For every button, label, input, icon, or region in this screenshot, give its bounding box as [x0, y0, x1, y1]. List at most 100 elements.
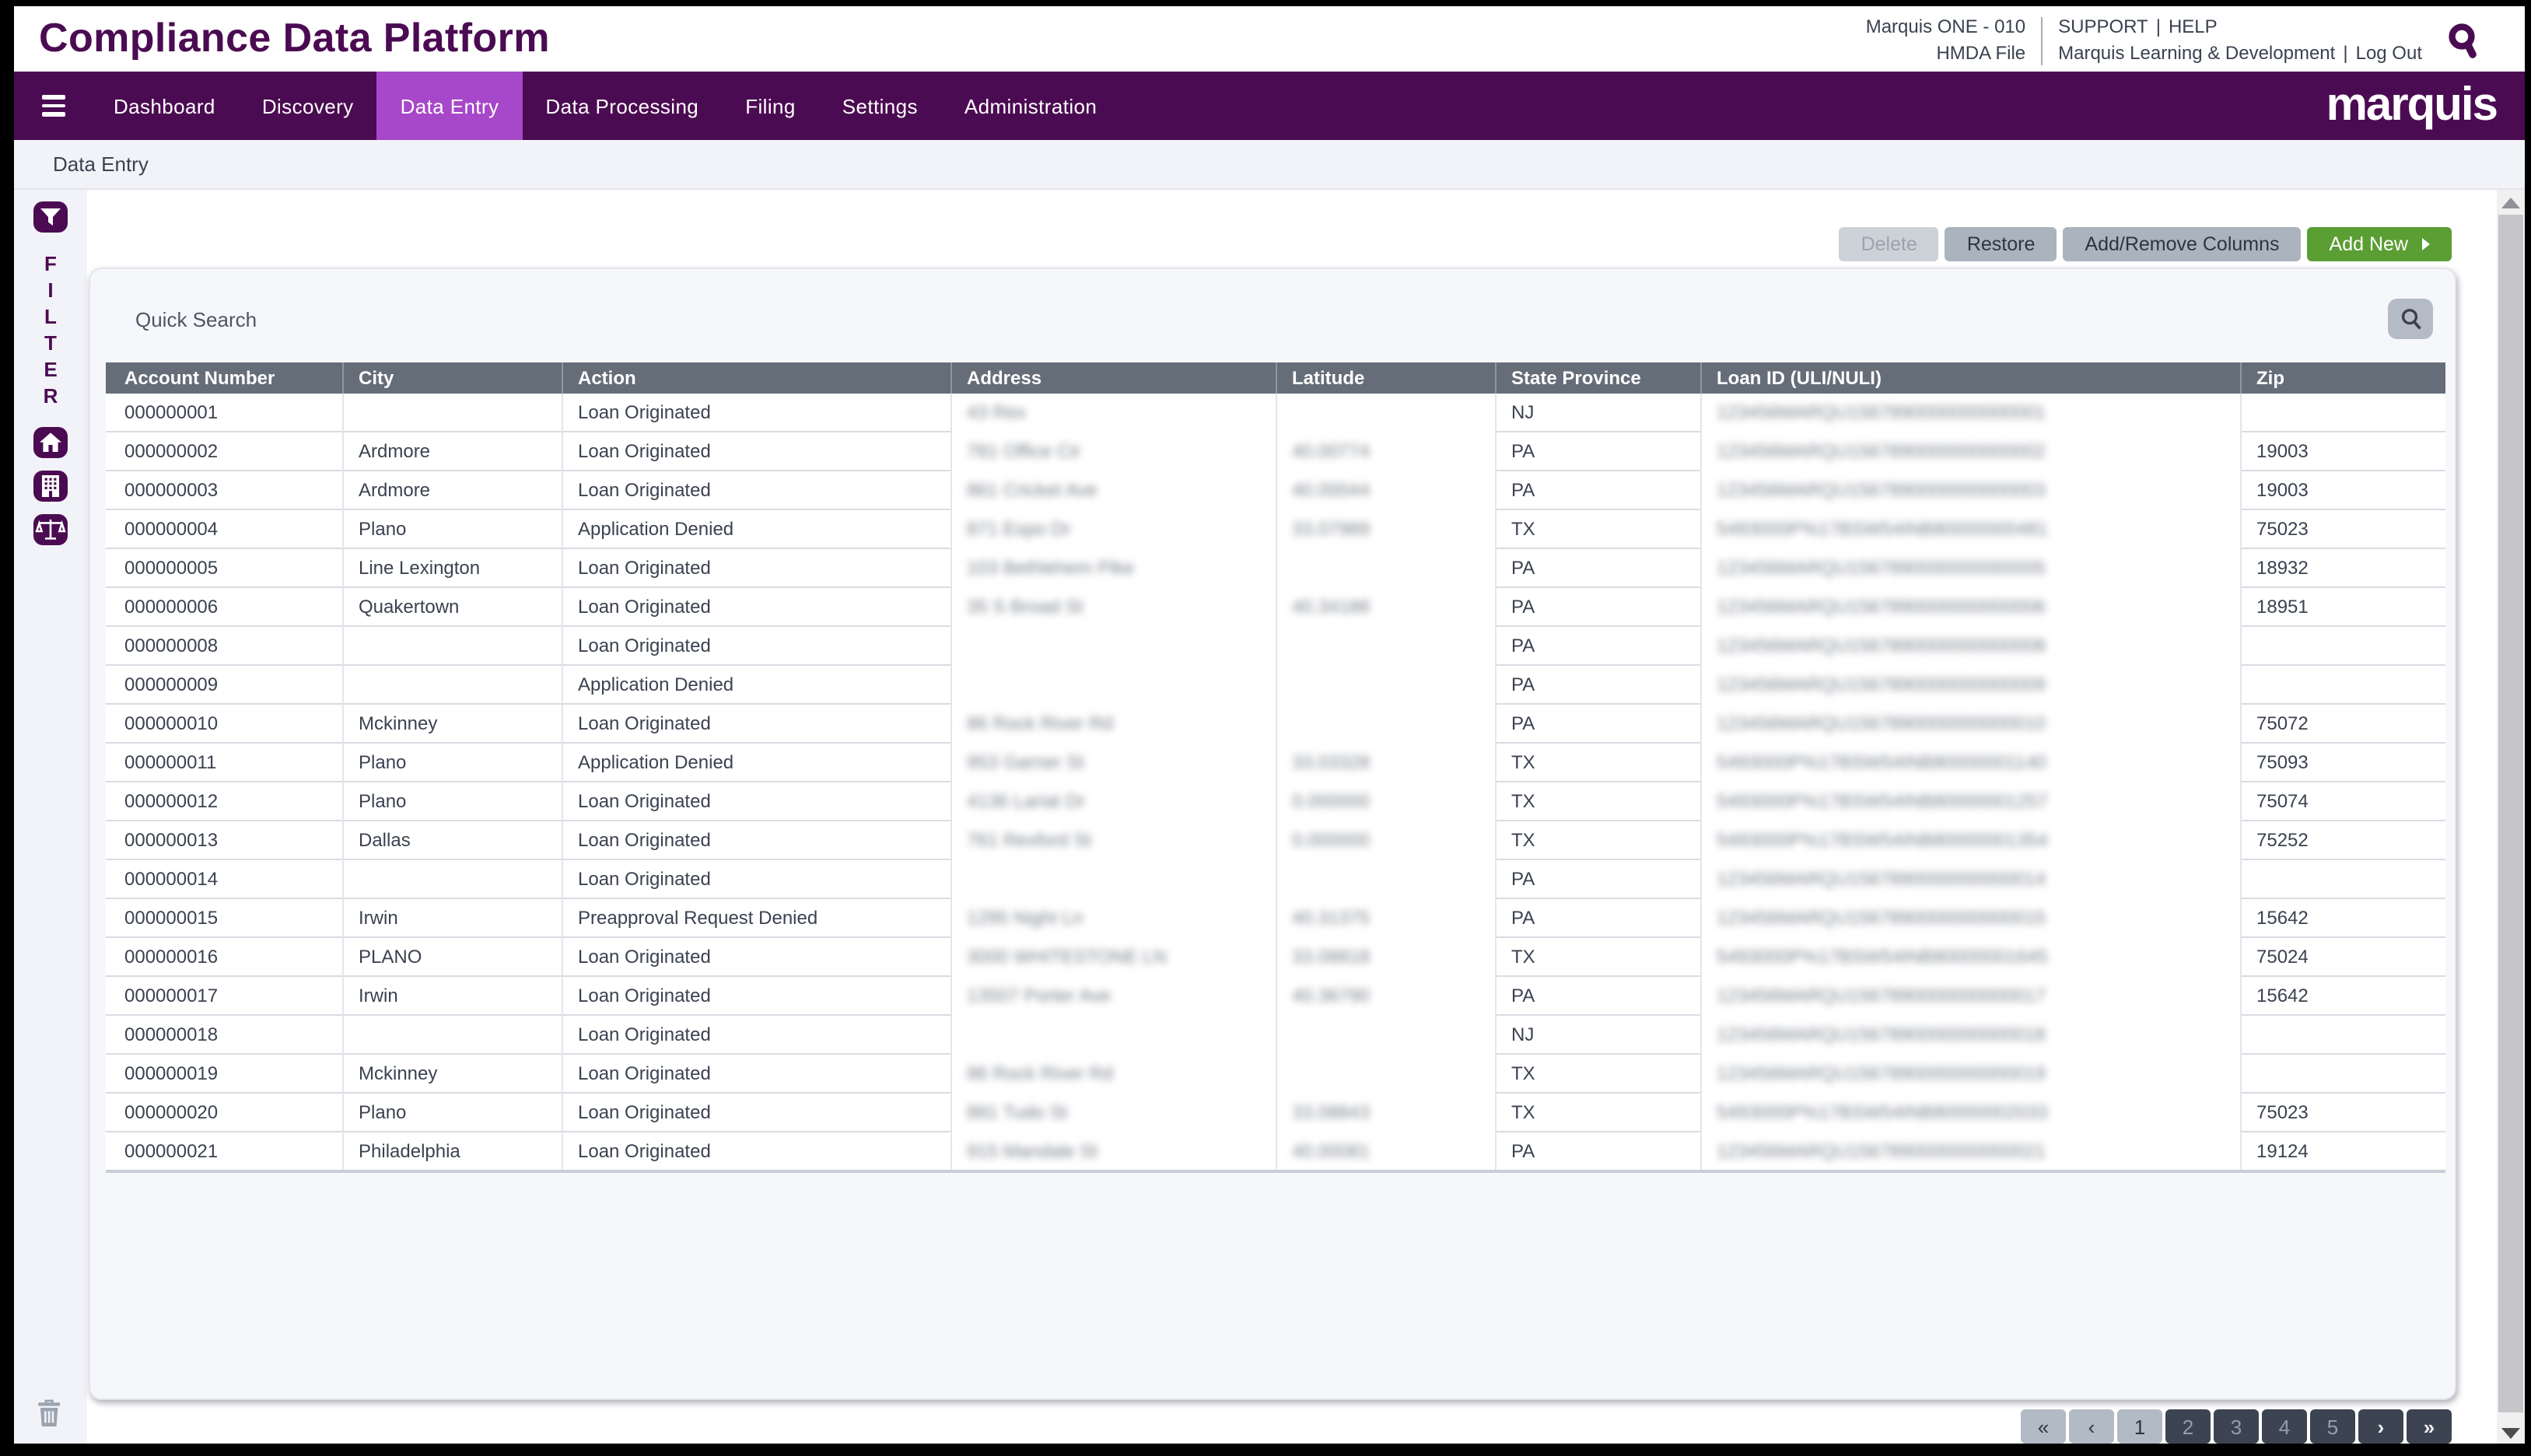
redacted-value: 40.36790	[1292, 985, 1371, 1006]
redacted-value: 123456MARQU1567890000000000010	[1717, 712, 2046, 734]
cell-account: 000000016	[106, 936, 342, 976]
quick-search-button[interactable]	[2388, 299, 2433, 339]
column-header-latitude[interactable]: Latitude	[1275, 362, 1495, 394]
vertical-scrollbar[interactable]	[2497, 190, 2525, 1444]
pagination-page-5[interactable]: 5	[2310, 1409, 2355, 1444]
nav-item-filing[interactable]: Filing	[745, 94, 796, 117]
redacted-value: 123456MARQU1567890000000000019	[1717, 1062, 2046, 1084]
cell-address: 13507 Porter Ave	[950, 976, 1276, 1015]
cell-loan_id: 123456MARQU1567890000000000014	[1700, 859, 2240, 898]
column-header-address[interactable]: Address	[950, 362, 1276, 394]
table-row[interactable]: 000000005 Line Lexington Loan Originated 10…	[106, 548, 2445, 587]
pagination-last[interactable]: »	[2407, 1409, 2452, 1444]
redacted-value: 33.03328	[1292, 751, 1371, 773]
nav-item-settings[interactable]: Settings	[842, 94, 918, 117]
cell-latitude: 33.08843	[1275, 1093, 1495, 1132]
logout-link[interactable]: Log Out	[2355, 42, 2422, 64]
restore-button[interactable]: Restore	[1945, 227, 2057, 261]
column-header-action[interactable]: Action	[561, 362, 950, 394]
redacted-value: 33.07989	[1292, 518, 1371, 540]
cell-account: 000000009	[106, 664, 342, 704]
cell-zip: 19003	[2239, 470, 2445, 509]
table-row[interactable]: 000000017 Irwin Loan Originated 13507 Porte…	[106, 975, 2445, 1015]
column-header-state[interactable]: State Province	[1494, 362, 1700, 394]
nav-item-administration[interactable]: Administration	[964, 94, 1097, 117]
cell-action: Loan Originated	[561, 936, 950, 976]
nav-item-data-entry[interactable]: Data Entry	[376, 72, 523, 140]
add-new-button[interactable]: Add New	[2307, 227, 2452, 261]
help-link[interactable]: HELP	[2168, 16, 2218, 37]
table-row[interactable]: 000000021 Philadelphia Loan Originated 915 …	[106, 1131, 2445, 1173]
filter-icon[interactable]	[33, 201, 68, 241]
cell-action: Loan Originated	[561, 781, 950, 821]
cell-city	[341, 1014, 562, 1054]
redacted-value: 35 S Broad St	[967, 596, 1083, 618]
table-row[interactable]: 000000020 Plano Loan Originated 881 Tudo St…	[106, 1092, 2445, 1132]
cell-latitude	[1275, 548, 1495, 587]
table-row[interactable]: 000000016 PLANO Loan Originated 3000 WHITES…	[106, 936, 2445, 976]
cell-address: 43 Rex	[950, 394, 1276, 432]
pagination-page-1[interactable]: 1	[2117, 1409, 2162, 1444]
pagination-page-4[interactable]: 4	[2262, 1409, 2307, 1444]
cell-latitude: 0.000000	[1275, 821, 1495, 859]
pagination-page-3[interactable]: 3	[2214, 1409, 2259, 1444]
delete-button[interactable]: Delete	[1839, 227, 1939, 261]
column-header-account[interactable]: Account Number	[106, 362, 342, 394]
cell-state: TX	[1494, 1053, 1700, 1093]
nav-item-data-processing[interactable]: Data Processing	[545, 94, 699, 117]
scrollbar-thumb[interactable]	[2498, 215, 2523, 1412]
table-row[interactable]: 000000009 Application Denied PA 123456MARQU…	[106, 664, 2445, 704]
scroll-down-arrow-icon[interactable]	[2501, 1428, 2520, 1439]
table-row[interactable]: 000000002 Ardmore Loan Originated 781 Offic…	[106, 431, 2445, 471]
pagination-first[interactable]: «	[2021, 1409, 2066, 1444]
cell-address: 781 Office Cir	[950, 432, 1276, 471]
table-row[interactable]: 000000004 Plano Application Denied 871 Expo…	[106, 509, 2445, 548]
table-row[interactable]: 000000013 Dallas Loan Originated 761 Rexfor…	[106, 820, 2445, 859]
column-header-loan_id[interactable]: Loan ID (ULI/NULI)	[1700, 362, 2240, 394]
table-row[interactable]: 000000003 Ardmore Loan Originated 861 Crick…	[106, 470, 2445, 509]
quick-search-input[interactable]	[132, 306, 1539, 333]
cell-address: 3000 WHITESTONE LN	[950, 937, 1276, 976]
branch-building-icon[interactable]	[33, 470, 68, 510]
cell-city	[341, 625, 562, 665]
add-remove-columns-button[interactable]: Add/Remove Columns	[2063, 227, 2302, 261]
pagination-next[interactable]: ›	[2358, 1409, 2403, 1444]
pagination-prev[interactable]: ‹	[2069, 1409, 2114, 1444]
nav-item-dashboard[interactable]: Dashboard	[114, 94, 215, 117]
table-row[interactable]: 000000012 Plano Loan Originated 4136 Lariat…	[106, 781, 2445, 821]
fair-lending-scales-icon[interactable]	[33, 513, 68, 554]
table-row[interactable]: 000000008 Loan Originated PA 123456MARQU156…	[106, 625, 2445, 665]
table-row[interactable]: 000000018 Loan Originated NJ 123456MARQU156…	[106, 1014, 2445, 1054]
cell-zip: 15642	[2239, 898, 2445, 937]
table-row[interactable]: 000000019 Mckinney Loan Originated 86 Rock …	[106, 1053, 2445, 1093]
cell-city: Plano	[341, 781, 562, 821]
cell-address: 871 Expo Dr	[950, 509, 1276, 548]
global-search-icon[interactable]	[2447, 21, 2481, 60]
table-row[interactable]: 000000006 Quakertown Loan Originated 35 S B…	[106, 586, 2445, 626]
table-row[interactable]: 000000010 Mckinney Loan Originated 86 Rock …	[106, 703, 2445, 743]
cell-state: PA	[1494, 664, 1700, 704]
cell-zip	[2239, 859, 2445, 898]
home-icon[interactable]	[33, 426, 68, 467]
scroll-up-arrow-icon[interactable]	[2501, 198, 2520, 208]
table-row[interactable]: 000000014 Loan Originated PA 123456MARQU156…	[106, 859, 2445, 898]
column-header-zip[interactable]: Zip	[2239, 362, 2445, 394]
filter-letter: L	[44, 305, 57, 328]
hamburger-menu-icon[interactable]	[14, 72, 90, 140]
table-row[interactable]: 000000011 Plano Application Denied 953 Garn…	[106, 742, 2445, 782]
support-link[interactable]: SUPPORT	[2058, 16, 2148, 37]
trash-icon[interactable]	[34, 1397, 62, 1436]
cell-latitude: 40.31375	[1275, 898, 1495, 937]
redacted-value: 123456MARQU1567890000000000006	[1717, 596, 2046, 618]
column-header-city[interactable]: City	[341, 362, 562, 394]
cell-latitude: 40.34188	[1275, 587, 1495, 626]
learning-link[interactable]: Marquis Learning & Development	[2058, 42, 2336, 64]
table-header-row: Account Number City Action Address Latitude S…	[106, 362, 2445, 394]
nav-item-discovery[interactable]: Discovery	[261, 94, 354, 117]
redacted-value: 881 Tudo St	[967, 1101, 1068, 1123]
table-row[interactable]: 000000015 Irwin Preapproval Request Denied…	[106, 898, 2445, 937]
cell-latitude	[1275, 626, 1495, 665]
pagination-page-2[interactable]: 2	[2165, 1409, 2211, 1444]
cell-address: 761 Rexford St	[950, 821, 1276, 859]
table-row[interactable]: 000000001 Loan Originated 43 Rex NJ 123456MA…	[106, 394, 2445, 432]
